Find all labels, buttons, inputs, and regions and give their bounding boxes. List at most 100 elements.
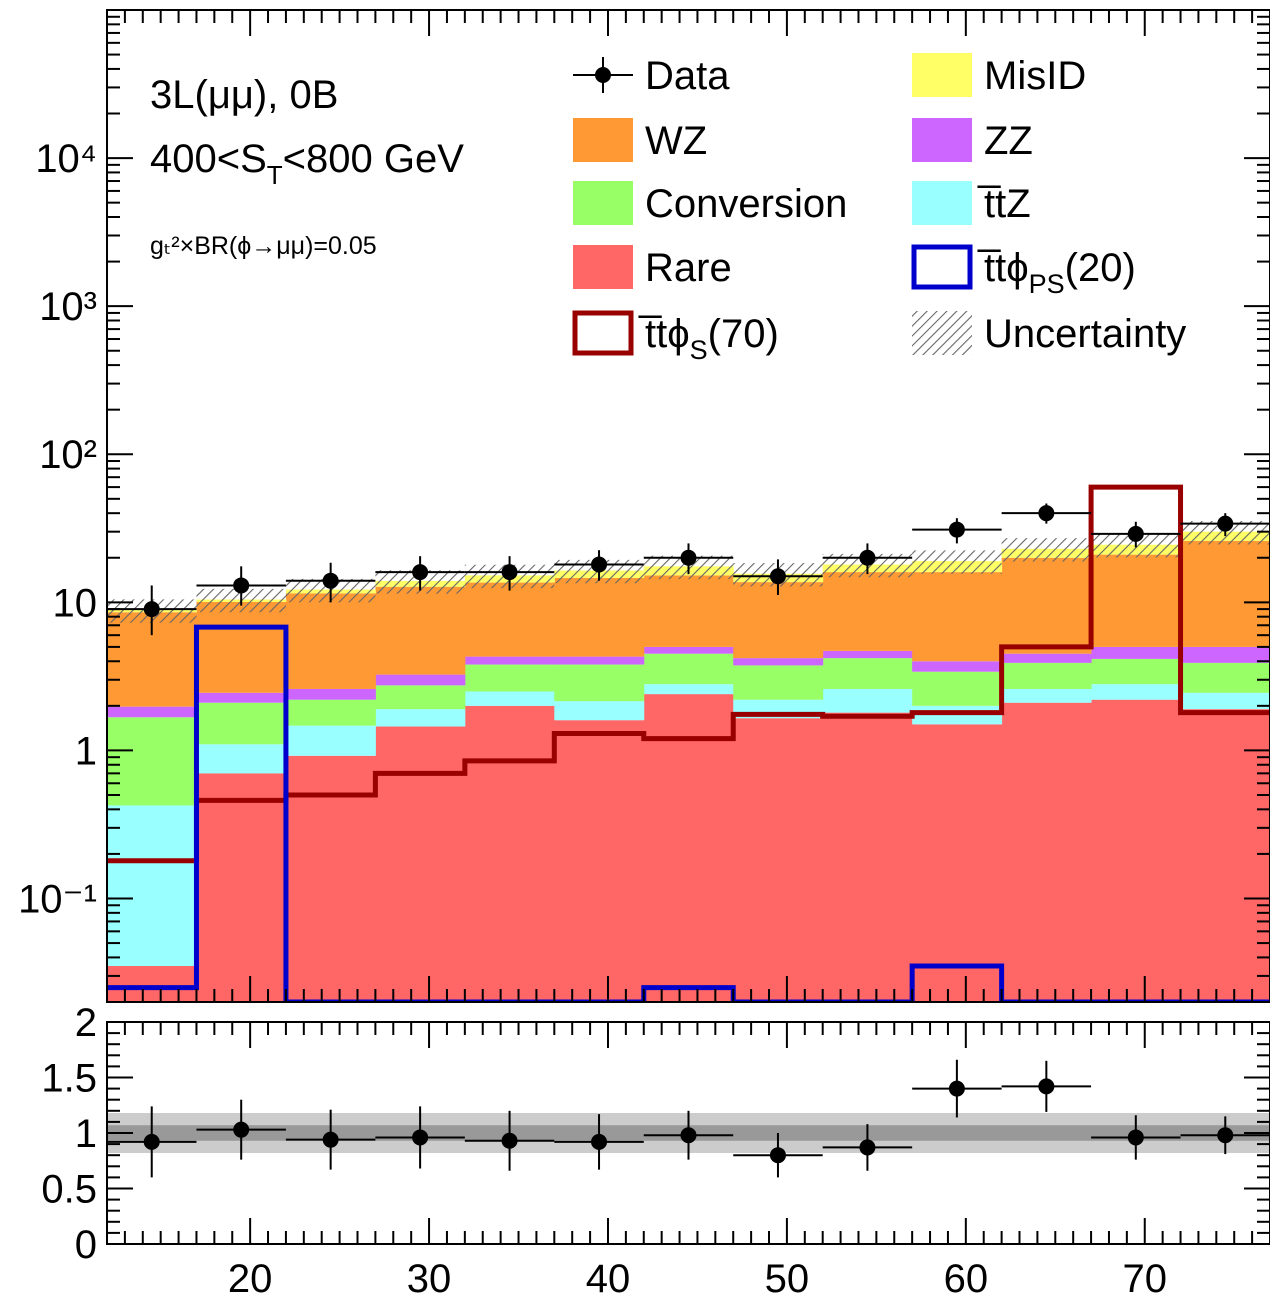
y-tick-label: 10 (53, 581, 98, 625)
bar-conversion (733, 665, 824, 700)
bar-conversion (822, 658, 913, 689)
bar-rare (822, 712, 913, 1002)
bar-conversion (464, 664, 555, 692)
bar-conversion (1091, 658, 1182, 685)
legend-swatch (912, 311, 972, 355)
legend-label: ZZ (984, 119, 1033, 163)
y-tick-label: 10² (39, 433, 97, 477)
y-tick-label: 10⁻¹ (18, 877, 97, 921)
bar-rare (196, 773, 287, 1002)
legend-swatch (912, 118, 972, 162)
ratio-point (1038, 1078, 1055, 1095)
ratio-point (591, 1133, 608, 1150)
data-point (501, 564, 518, 581)
y-tick-label: 1 (75, 729, 97, 773)
legend-label: t̅tϕS(70) (638, 312, 779, 365)
ratio-axes: 0 0.5 1 1.5 2 20 30 40 50 60 70 (41, 1001, 1270, 1297)
bar-zz (554, 656, 645, 665)
x-tick-label: 70 (1123, 1257, 1168, 1297)
ratio-point (143, 1133, 160, 1150)
x-tick-label: 50 (765, 1257, 810, 1297)
bar-rare (1091, 699, 1182, 1002)
data-point (769, 568, 786, 585)
legend-swatch (573, 181, 633, 225)
ratio-point (680, 1127, 697, 1144)
bar-zz (196, 692, 287, 703)
legend-swatch (573, 245, 633, 289)
bar-zz (107, 706, 197, 718)
bar-rare (1180, 709, 1270, 1002)
uncertainty-band (912, 550, 1002, 574)
legend-item: t̅tϕPS(20) (911, 244, 1136, 299)
bar-conversion (912, 671, 1003, 706)
bar-ttz (375, 709, 466, 727)
legend-item: t̅tZ (912, 181, 1031, 226)
ratio-panel (107, 1059, 1270, 1178)
data-point (233, 577, 250, 594)
bar-ttz (822, 688, 913, 713)
ratio-point (412, 1129, 429, 1146)
ratio-point (322, 1131, 339, 1148)
channel-label: 3L(μμ), 0B (150, 73, 338, 117)
bar-conversion (107, 717, 197, 806)
data-point (143, 601, 160, 618)
bar-ttz (196, 744, 287, 774)
ratio-point (233, 1121, 250, 1138)
bar-wz (912, 572, 1003, 662)
bar-wz (822, 572, 913, 651)
legend-label: Conversion (645, 182, 847, 226)
annotations: 3L(μμ), 0B 400<ST<800 GeV gₜ²×BR(ϕ→μμ)=0… (150, 73, 464, 260)
ratio-point (1217, 1127, 1234, 1144)
bar-conversion (375, 685, 466, 710)
bar-wz (375, 586, 466, 675)
data-point (1127, 525, 1144, 542)
legend-item: MisID (912, 53, 1086, 98)
bar-conversion (285, 699, 376, 726)
bar-conversion (196, 702, 287, 745)
ratio-point (769, 1147, 786, 1164)
bar-wz (464, 582, 555, 657)
st-range-label: 400<ST<800 GeV (150, 137, 464, 190)
data-point (1217, 515, 1234, 532)
legend-swatch (572, 310, 634, 356)
bar-ttz (107, 805, 197, 967)
data-point (591, 556, 608, 573)
bar-rare (375, 726, 466, 1002)
bar-conversion (554, 664, 645, 702)
data-point (412, 564, 429, 581)
x-tick-label: 30 (407, 1257, 452, 1297)
ratio-y-tick-label: 0.5 (41, 1168, 97, 1212)
data-point (322, 572, 339, 589)
bar-conversion (643, 653, 734, 685)
legend-swatch (911, 244, 973, 290)
bar-ttz (1091, 684, 1182, 700)
ratio-point (859, 1139, 876, 1156)
legend-item: WZ (573, 118, 707, 163)
bar-ttz (643, 684, 734, 695)
ratio-point (1127, 1129, 1144, 1146)
bar-zz (733, 658, 824, 666)
bar-zz (285, 688, 376, 700)
bar-rare (107, 966, 197, 1002)
bar-conversion (1001, 662, 1092, 689)
legend-label: t̅tϕPS(20) (977, 246, 1136, 299)
data-point (1038, 505, 1055, 522)
legend-item: ZZ (912, 118, 1033, 163)
y-tick-label: 10⁴ (35, 137, 97, 181)
legend-label: Rare (645, 246, 732, 290)
legend-label: MisID (984, 54, 1086, 98)
ratio-y-tick-label: 2 (75, 1001, 97, 1045)
legend-label: WZ (645, 119, 707, 163)
bar-conversion (1180, 662, 1270, 693)
ratio-y-tick-label: 0 (75, 1223, 97, 1267)
bar-rare (554, 720, 645, 1002)
bar-rare (912, 724, 1003, 1002)
y-tick-label: 10³ (39, 285, 97, 329)
legend-swatch (573, 118, 633, 162)
bar-zz (912, 661, 1003, 672)
bar-zz (643, 646, 734, 654)
legend-swatch (912, 53, 972, 97)
legend-item: Conversion (573, 181, 847, 226)
legend-item: Rare (573, 245, 732, 290)
